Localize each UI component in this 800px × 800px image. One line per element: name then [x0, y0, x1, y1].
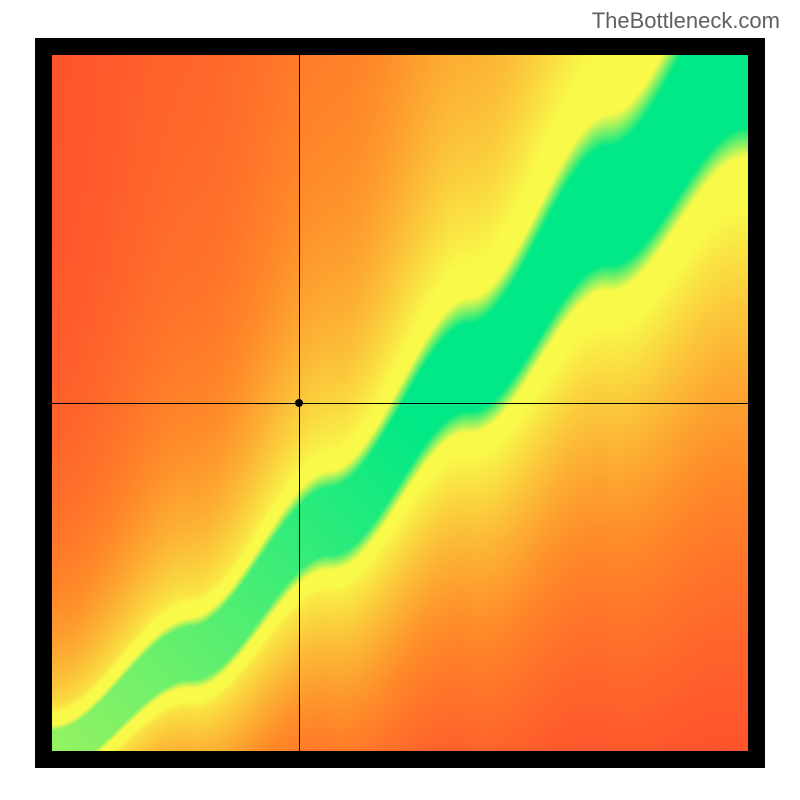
- crosshair-horizontal: [52, 403, 748, 404]
- chart-container: TheBottleneck.com: [0, 0, 800, 800]
- chart-frame: [35, 38, 765, 768]
- watermark-text: TheBottleneck.com: [592, 8, 780, 34]
- crosshair-point: [295, 399, 303, 407]
- heatmap-plot-area: [52, 55, 748, 751]
